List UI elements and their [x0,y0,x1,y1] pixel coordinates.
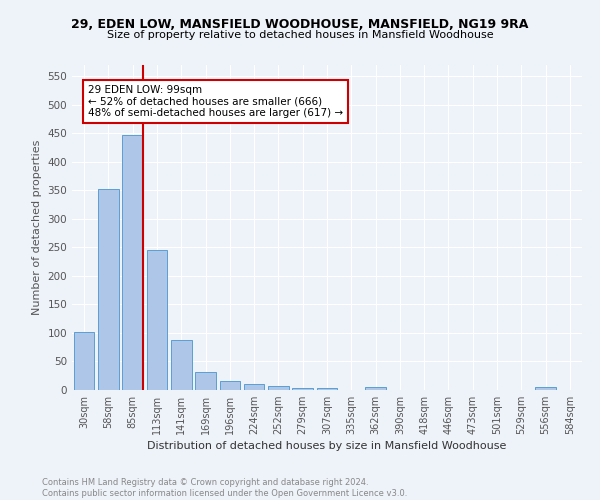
Bar [146,250,167,390]
Bar [365,386,386,390]
Bar [195,372,216,390]
Text: Contains HM Land Registry data © Crown copyright and database right 2024.
Contai: Contains HM Land Registry data © Crown c… [42,478,407,498]
Bar [98,188,119,390]
Bar [317,388,337,390]
Text: 29, EDEN LOW, MANSFIELD WOODHOUSE, MANSFIELD, NG19 9RA: 29, EDEN LOW, MANSFIELD WOODHOUSE, MANSF… [71,18,529,30]
Bar [220,382,240,390]
Bar [268,386,289,390]
Y-axis label: Number of detached properties: Number of detached properties [32,140,42,315]
Text: Size of property relative to detached houses in Mansfield Woodhouse: Size of property relative to detached ho… [107,30,493,40]
X-axis label: Distribution of detached houses by size in Mansfield Woodhouse: Distribution of detached houses by size … [148,442,506,452]
Bar [244,384,265,390]
Bar [171,340,191,390]
Bar [292,388,313,390]
Text: 29 EDEN LOW: 99sqm
← 52% of detached houses are smaller (666)
48% of semi-detach: 29 EDEN LOW: 99sqm ← 52% of detached hou… [88,85,343,118]
Bar [535,387,556,390]
Bar [74,332,94,390]
Bar [122,135,143,390]
